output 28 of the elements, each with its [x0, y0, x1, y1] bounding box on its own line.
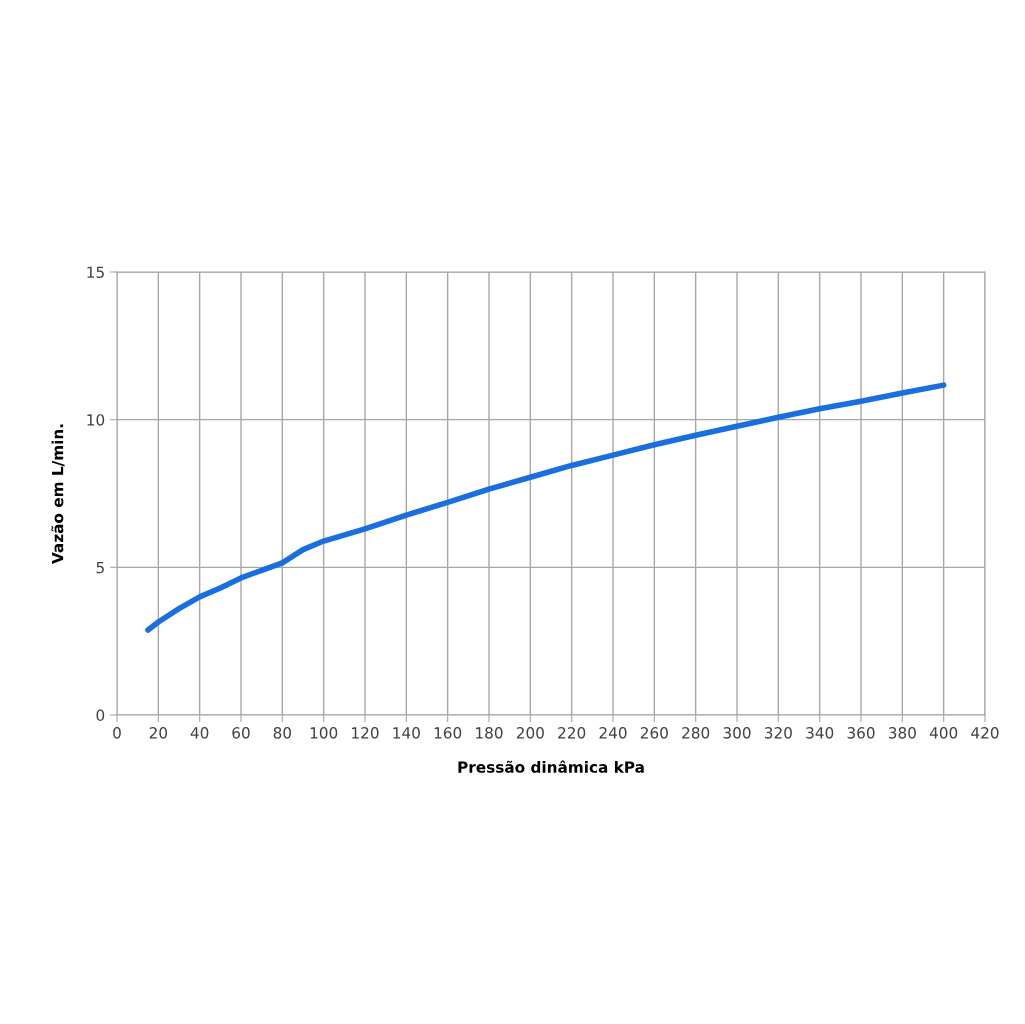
x-tick-label: 280: [682, 727, 710, 739]
y-axis-title: Vazão em L/min.: [51, 424, 65, 564]
x-tick-label: 220: [558, 727, 586, 739]
x-tick-label: 80: [273, 727, 292, 739]
y-tick-label: 5: [96, 562, 104, 574]
x-axis-title: Pressão dinâmica kPa: [458, 760, 644, 773]
x-tick-label: 400: [929, 727, 958, 739]
y-tick-label: 10: [87, 414, 105, 426]
y-tick-label: 15: [87, 266, 104, 279]
x-tick-label: 320: [764, 727, 792, 739]
x-tick-label: 40: [190, 727, 209, 739]
x-tick-label: 100: [310, 727, 338, 739]
x-tick-label: 140: [393, 727, 420, 739]
x-tick-label: 200: [516, 727, 544, 739]
x-tick-label: 260: [640, 727, 668, 739]
x-tick-label: 60: [232, 727, 250, 739]
x-tick-label: 240: [599, 727, 627, 739]
x-tick-label: 20: [149, 727, 168, 739]
y-tick-label: 0: [96, 709, 105, 722]
x-tick-label: 380: [888, 727, 916, 739]
x-tick-label: 360: [847, 727, 875, 739]
x-tick-label: 160: [434, 727, 462, 739]
x-tick-label: 180: [476, 727, 503, 739]
x-tick-label: 120: [352, 727, 379, 739]
x-tick-label: 420: [971, 727, 999, 739]
x-tick-label: 0: [113, 727, 121, 739]
x-tick-label: 340: [806, 727, 834, 739]
x-tick-label: 300: [723, 727, 751, 739]
